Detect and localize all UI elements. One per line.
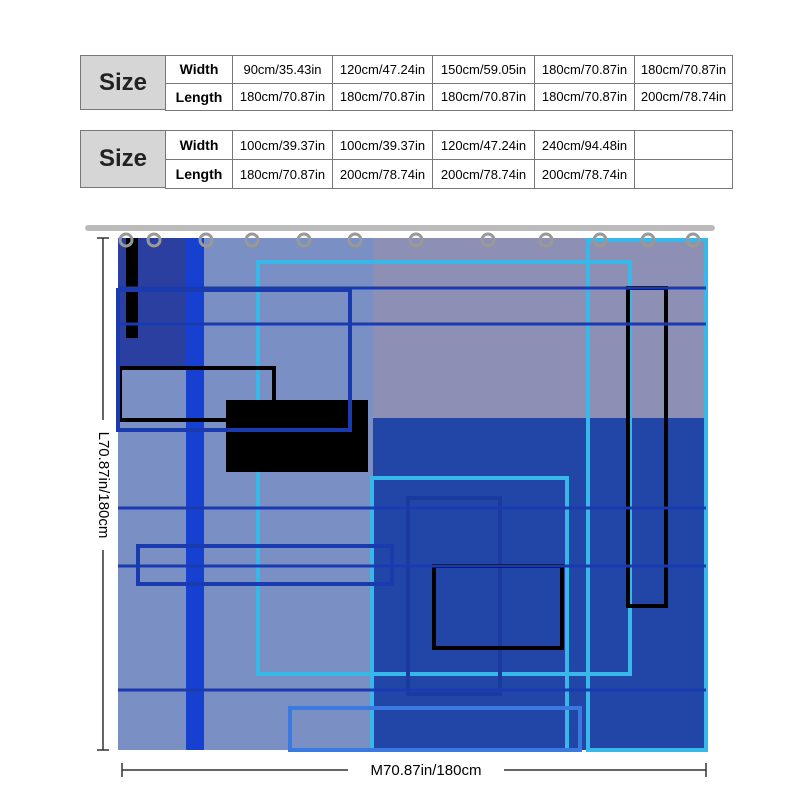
row-label: Width: [165, 55, 233, 84]
size-title: Size: [80, 55, 166, 110]
size-cell: 180cm/70.87in: [432, 82, 535, 111]
empty-cell: [634, 159, 733, 189]
size-cell: 180cm/70.87in: [232, 159, 333, 189]
size-cell: 180cm/70.87in: [332, 82, 433, 111]
size-cell: 200cm/78.74in: [432, 159, 535, 189]
size-cell: 240cm/94.48in: [534, 130, 635, 160]
size-cell: 100cm/39.37in: [232, 130, 333, 160]
size-cell: 200cm/78.74in: [534, 159, 635, 189]
row-label: Width: [165, 130, 233, 160]
size-cell: 200cm/78.74in: [634, 82, 733, 111]
size-cell: 120cm/47.24in: [432, 130, 535, 160]
height-dimension: L70.87in/180cm: [95, 432, 112, 539]
row-label: Length: [165, 159, 233, 189]
size-cell: 180cm/70.87in: [232, 82, 333, 111]
empty-cell: [634, 130, 733, 160]
size-cell: 120cm/47.24in: [332, 55, 433, 84]
size-cell: 180cm/70.87in: [634, 55, 733, 84]
size-cell: 180cm/70.87in: [534, 55, 635, 84]
row-label: Length: [165, 82, 233, 111]
size-cell: 180cm/70.87in: [534, 82, 635, 111]
width-dimension: M70.87in/180cm: [371, 762, 482, 779]
size-cell: 90cm/35.43in: [232, 55, 333, 84]
size-cell: 150cm/59.05in: [432, 55, 535, 84]
size-cell: 200cm/78.74in: [332, 159, 433, 189]
size-title: Size: [80, 130, 166, 188]
size-cell: 100cm/39.37in: [332, 130, 433, 160]
